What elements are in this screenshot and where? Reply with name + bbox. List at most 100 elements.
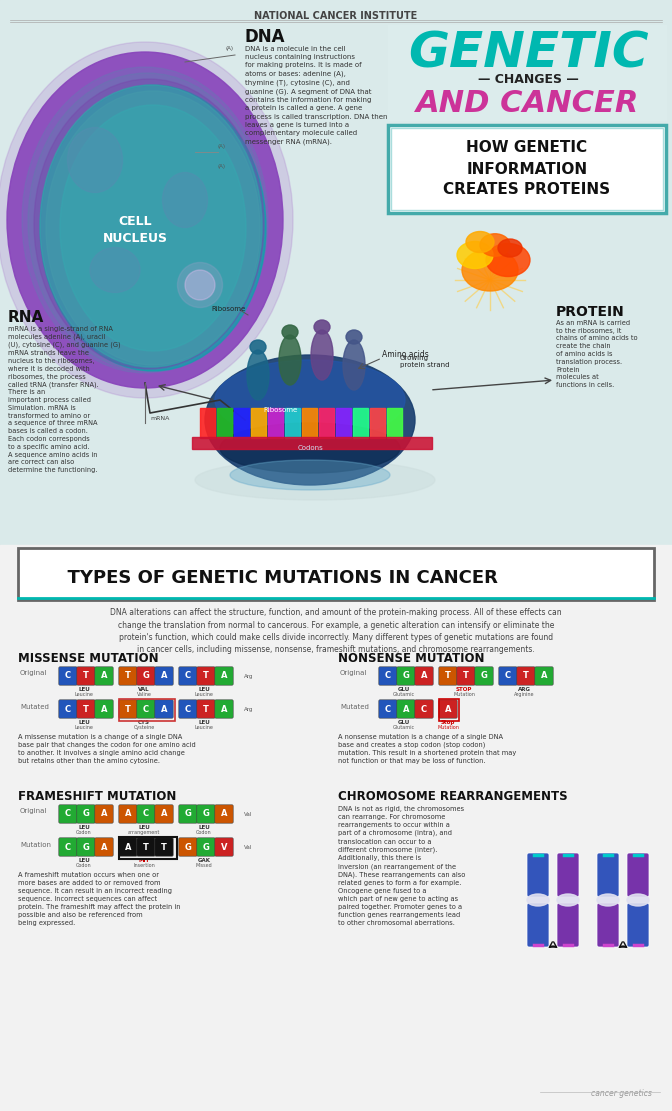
Text: LEU: LEU	[78, 687, 90, 692]
FancyBboxPatch shape	[155, 667, 173, 685]
FancyBboxPatch shape	[215, 838, 233, 857]
FancyBboxPatch shape	[137, 667, 155, 685]
Text: Valine: Valine	[136, 692, 151, 697]
Text: Mutation: Mutation	[20, 842, 51, 848]
Text: Missed: Missed	[196, 863, 212, 868]
Text: (A): (A)	[218, 164, 226, 169]
Text: Original: Original	[20, 808, 47, 814]
Bar	[319, 408, 334, 438]
Ellipse shape	[282, 326, 298, 339]
Text: Amino acids: Amino acids	[382, 350, 429, 359]
FancyBboxPatch shape	[627, 903, 649, 947]
FancyBboxPatch shape	[557, 903, 579, 947]
FancyBboxPatch shape	[215, 667, 233, 685]
Text: A: A	[101, 810, 108, 819]
Text: C: C	[185, 671, 191, 681]
Text: Cysteine: Cysteine	[133, 725, 155, 730]
Text: T: T	[463, 671, 469, 681]
Text: T: T	[143, 842, 149, 851]
Text: Codons: Codons	[297, 446, 323, 451]
FancyBboxPatch shape	[627, 853, 649, 897]
Bar	[336, 408, 351, 438]
Bar	[0, 546, 672, 1111]
Text: A: A	[161, 810, 167, 819]
Text: A: A	[101, 671, 108, 681]
Text: G: G	[202, 842, 210, 851]
Text: A: A	[403, 704, 409, 713]
Text: T: T	[83, 704, 89, 713]
Ellipse shape	[205, 356, 415, 486]
Text: C: C	[185, 704, 191, 713]
Ellipse shape	[346, 330, 362, 344]
Text: A: A	[125, 810, 131, 819]
FancyBboxPatch shape	[527, 853, 549, 897]
Text: G: G	[83, 810, 89, 819]
FancyBboxPatch shape	[215, 700, 233, 718]
FancyBboxPatch shape	[179, 700, 197, 718]
Ellipse shape	[40, 86, 266, 371]
Text: Val: Val	[244, 812, 253, 817]
Text: LEU: LEU	[78, 858, 90, 863]
Text: CELL
NUCLEUS: CELL NUCLEUS	[103, 216, 167, 246]
Ellipse shape	[627, 894, 649, 905]
Ellipse shape	[7, 52, 283, 388]
Bar	[353, 408, 368, 438]
Bar	[119, 837, 177, 859]
Text: Stop: Stop	[441, 720, 455, 725]
FancyBboxPatch shape	[499, 667, 517, 685]
Text: TYPES OF GENETIC MUTATIONS IN CANCER: TYPES OF GENETIC MUTATIONS IN CANCER	[55, 569, 498, 587]
Text: C: C	[143, 704, 149, 713]
Text: A missense mutation is a change of a single DNA
base pair that changes the codon: A missense mutation is a change of a sin…	[18, 734, 196, 764]
Bar	[119, 699, 175, 721]
Text: NONSENSE MUTATION: NONSENSE MUTATION	[338, 652, 485, 665]
Text: Mutation: Mutation	[437, 725, 459, 730]
Bar	[217, 408, 232, 438]
Ellipse shape	[40, 86, 262, 367]
Bar	[439, 699, 459, 721]
Ellipse shape	[185, 270, 215, 300]
FancyBboxPatch shape	[379, 667, 397, 685]
Text: mRNA is a single-strand of RNA
molecules adenine (A), uracil
(U), cytosine (C), : mRNA is a single-strand of RNA molecules…	[8, 326, 121, 473]
FancyBboxPatch shape	[475, 667, 493, 685]
Ellipse shape	[177, 262, 222, 308]
Ellipse shape	[67, 128, 122, 192]
Ellipse shape	[527, 894, 549, 905]
Text: Original: Original	[340, 670, 368, 675]
Text: Val: Val	[244, 845, 253, 850]
Ellipse shape	[343, 340, 365, 390]
Text: (A): (A)	[225, 46, 233, 51]
Text: GENETIC: GENETIC	[408, 30, 648, 78]
FancyBboxPatch shape	[119, 700, 137, 718]
FancyBboxPatch shape	[215, 804, 233, 823]
FancyBboxPatch shape	[95, 667, 113, 685]
FancyBboxPatch shape	[137, 700, 155, 718]
Ellipse shape	[457, 241, 493, 269]
Text: Growing
protein strand: Growing protein strand	[400, 356, 450, 369]
FancyBboxPatch shape	[119, 667, 137, 685]
Text: A: A	[541, 671, 547, 681]
Text: A: A	[220, 671, 227, 681]
Ellipse shape	[557, 894, 579, 905]
Text: STOP: STOP	[456, 687, 472, 692]
Ellipse shape	[163, 172, 208, 228]
Text: A: A	[421, 671, 427, 681]
Text: A: A	[101, 704, 108, 713]
Text: Codon: Codon	[76, 830, 92, 835]
Ellipse shape	[480, 233, 510, 257]
Text: ARG: ARG	[517, 687, 530, 692]
Text: G: G	[403, 671, 409, 681]
Text: GAK: GAK	[198, 858, 210, 863]
Text: T: T	[83, 671, 89, 681]
Text: G: G	[202, 810, 210, 819]
Text: G: G	[83, 842, 89, 851]
Ellipse shape	[498, 239, 522, 257]
FancyBboxPatch shape	[179, 667, 197, 685]
FancyBboxPatch shape	[396, 667, 415, 685]
Text: LEU: LEU	[198, 825, 210, 830]
Bar	[388, 126, 666, 213]
Text: NATIONAL CANCER INSTITUTE: NATIONAL CANCER INSTITUTE	[255, 11, 417, 21]
Text: G: G	[185, 842, 192, 851]
Text: A: A	[125, 842, 131, 851]
Text: V: V	[220, 842, 227, 851]
FancyBboxPatch shape	[179, 804, 197, 823]
